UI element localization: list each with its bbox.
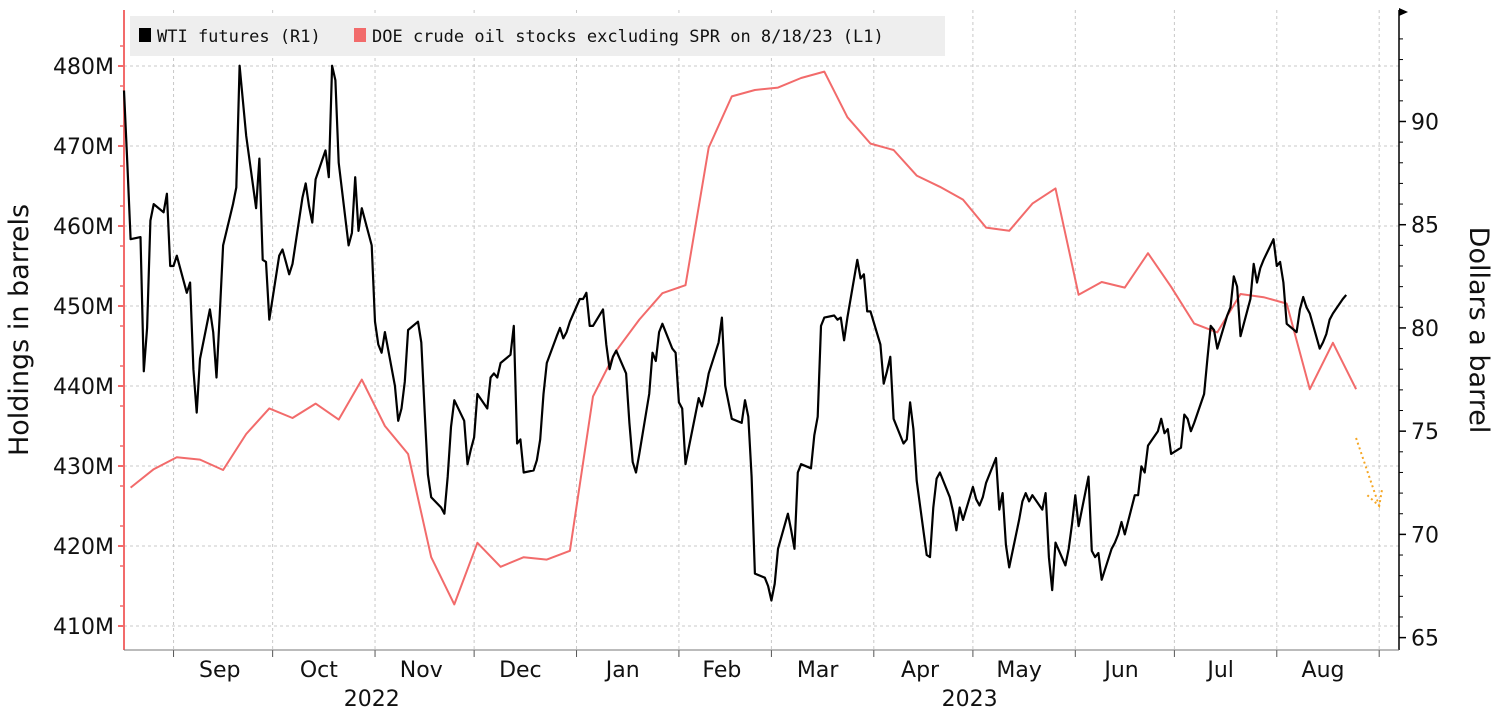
wti-series-line	[122, 64, 1348, 602]
left-tick-label: 410M	[53, 615, 114, 640]
left-tick-label: 420M	[53, 535, 114, 560]
left-tick-label: 460M	[53, 215, 114, 240]
x-tick-label: Nov	[400, 658, 443, 683]
right-tick-label: 65	[1411, 627, 1439, 652]
gridlines	[124, 10, 1399, 650]
year-label: 2023	[942, 687, 998, 712]
x-tick-label: Oct	[300, 658, 338, 683]
right-axis-arrow-icon	[1399, 8, 1408, 16]
x-tick-label: Aug	[1302, 658, 1345, 683]
left-axis-title: Holdings in barrels	[4, 204, 35, 456]
right-axis: 65 70 75 80 85 90	[1398, 8, 1439, 652]
legend-label-wti: WTI futures (R1)	[157, 27, 321, 47]
doe-series-line	[129, 70, 1357, 606]
x-tick-label: Jan	[604, 658, 640, 683]
right-tick-label: 85	[1411, 214, 1439, 239]
x-tick-label: Jun	[1102, 658, 1138, 683]
annotation-layer	[1355, 437, 1383, 508]
x-tick-label: Sep	[199, 658, 240, 683]
projection-arrow-line	[1355, 437, 1381, 507]
projection-arrowhead-icon	[1366, 490, 1383, 508]
right-tick-label: 80	[1411, 317, 1439, 342]
right-tick-label: 90	[1411, 110, 1439, 135]
x-tick-label: Dec	[499, 658, 542, 683]
right-axis-title: Dollars a barrel	[1463, 227, 1494, 434]
legend-swatch-wti	[139, 28, 151, 42]
legend-label-doe: DOE crude oil stocks excluding SPR on 8/…	[372, 27, 884, 47]
legend: WTI futures (R1) DOE crude oil stocks ex…	[130, 16, 945, 56]
x-tick-label: Mar	[797, 658, 839, 683]
left-tick-label: 470M	[53, 135, 114, 160]
x-tick-label: Feb	[702, 658, 741, 683]
x-axis: Sep Oct Nov Dec Jan Feb Mar Apr May Jun Jul Aug 2022…	[124, 649, 1399, 712]
right-tick-label: 75	[1411, 420, 1439, 445]
left-axis: 410M 420M 430M 440M 450M 460M 470M 480M	[53, 10, 125, 650]
legend-swatch-doe	[354, 28, 366, 42]
series-layer	[122, 64, 1357, 606]
year-label: 2022	[344, 687, 400, 712]
right-tick-label: 70	[1411, 523, 1439, 548]
left-tick-label: 480M	[53, 55, 114, 80]
left-tick-label: 450M	[53, 295, 114, 320]
left-tick-label: 430M	[53, 455, 114, 480]
legend-background	[130, 16, 945, 56]
left-tick-label: 440M	[53, 375, 114, 400]
x-tick-label: Apr	[901, 658, 940, 683]
x-tick-label: May	[996, 658, 1041, 683]
x-tick-label: Jul	[1205, 658, 1234, 683]
